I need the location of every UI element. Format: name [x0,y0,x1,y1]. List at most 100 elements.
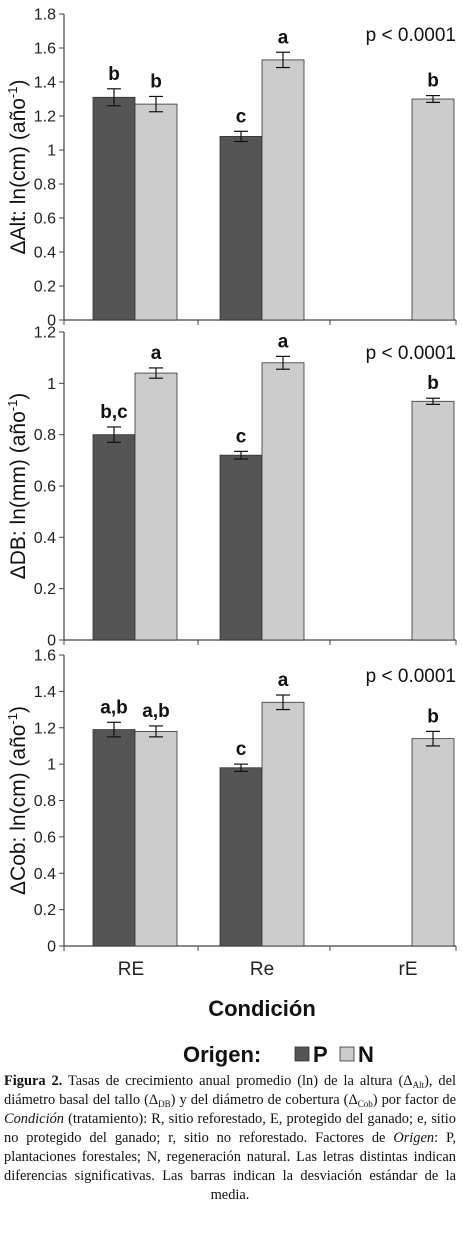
x-category-label: Re [250,959,274,980]
y-axis-label: ΔAlt: ln(cm) (año-1) [5,80,30,255]
y-label-rate: (año [7,411,30,453]
bar-N-rE [411,400,455,641]
y-label-unit: ln(cm) [7,767,30,831]
y-tick-label: 1.6 [34,648,56,665]
y-tick-label: 0.4 [34,245,56,262]
y-label-quantity: ΔAlt: [7,204,30,254]
bar-N-rE [411,738,455,947]
y-label-exponent: -1 [5,400,20,412]
caption-sub-cob: Cob [357,1099,373,1109]
caption-text-5: (tratamiento): R, sitio reforestado, E, … [4,1111,456,1146]
bar-N-RE [134,103,178,321]
legend-label-P: P [313,1042,328,1067]
y-tick-label: 0.8 [34,177,56,194]
significance-label: b [150,71,162,92]
significance-label: a,b [100,697,127,718]
figure-chart: 0 0.2 0.4 0.6 0.8 1 1.2 1.4 1.6 1.8 ΔAlt: ln(cm) (… [5,7,457,1067]
y-tick-label: 0 [47,939,56,956]
bar-P-RE [92,729,136,947]
significance-label: a [278,27,289,48]
x-category-label: RE [118,959,144,980]
bar-N-Re [261,362,305,641]
y-label-close: ) [7,80,30,87]
y-label-unit: ln(cm) [7,140,30,204]
bar-P-Re [219,767,263,947]
caption-italic-condicion: Condición [4,1111,64,1127]
y-tick-label: 0.8 [34,427,56,444]
y-label-rate: (año [7,725,30,767]
legend: Origen: P N [183,1042,374,1067]
y-tick-label: 0.2 [34,279,56,296]
p-value-label: p < 0.0001 [366,343,456,364]
caption-sub-alt: Alt [412,1080,425,1090]
caption-text-4: ) por factor de [372,1092,457,1108]
caption-text-1: Tasas de crecimiento anual promedio (ln)… [62,1073,413,1089]
x-axis-title: Condición [208,996,316,1021]
legend-swatch-P [294,1046,310,1062]
caption-label: Figura 2. [4,1073,63,1089]
y-tick-label: 1.4 [34,75,56,92]
significance-label: a [278,670,289,691]
bar-P-RE [92,96,136,321]
legend-swatch-N [339,1046,355,1062]
bar-P-Re [219,454,263,641]
significance-label: c [236,106,247,127]
caption-text-6: : P, plantaciones forestales; N, regener… [4,1130,456,1203]
bar-N-Re [261,59,305,321]
y-tick-label: 1 [47,376,56,393]
y-tick-label: 0 [47,633,56,650]
y-tick-label: 1 [47,143,56,160]
y-axis-label: ΔDB: ln(mm) (año-1) [5,393,30,580]
y-tick-label: 1.2 [34,325,56,342]
y-tick-label: 0 [47,313,56,330]
legend-label-N: N [358,1042,374,1067]
y-tick-label: 1.6 [34,41,56,58]
significance-label: a [278,331,289,352]
y-tick-label: 0.4 [34,530,56,547]
figure-caption: Figura 2. Tasas de crecimiento anual pro… [4,1072,456,1242]
p-value-label: p < 0.0001 [366,666,456,687]
significance-label: b [427,373,439,394]
significance-label: b [427,706,439,727]
y-tick-label: 1.2 [34,720,56,737]
y-label-exponent: -1 [5,713,20,725]
y-label-unit: ln(mm) [7,453,30,524]
y-tick-label: 0.2 [34,902,56,919]
legend-title: Origen: [183,1042,261,1067]
bar-N-RE [134,372,178,641]
y-axis-label: ΔCob: ln(cm) (año-1) [5,706,30,895]
significance-label: b [108,64,120,85]
y-label-close: ) [7,393,30,400]
y-label-exponent: -1 [5,87,20,99]
significance-label: c [236,426,247,447]
panel-2: 0 0.2 0.4 0.6 0.8 1 1.2 ΔDB: ln(mm) (año-1) p < … [5,325,457,650]
bar-P-RE [92,434,136,641]
panel-3: 0 0.2 0.4 0.6 0.8 1 1.2 1.4 1.6 ΔCob: ln(cm) (año… [5,648,457,980]
y-tick-label: 0.6 [34,829,56,846]
y-tick-label: 0.4 [34,866,56,883]
x-category-label: rE [399,959,418,980]
y-tick-label: 1.2 [34,109,56,126]
y-tick-label: 0.2 [34,581,56,598]
caption-sub-db: DB [158,1099,171,1109]
p-value-label: p < 0.0001 [366,25,456,46]
significance-label: a,b [142,701,169,722]
bar-N-Re [261,701,305,947]
significance-label: c [236,739,247,760]
bar-N-rE [411,98,455,321]
y-label-quantity: ΔCob: [7,831,30,895]
significance-label: b [427,71,439,92]
panel-1: 0 0.2 0.4 0.6 0.8 1 1.2 1.4 1.6 1.8 ΔAlt: ln(cm) (… [5,7,457,330]
caption-text-3: ) y del diámetro de cobertura (Δ [170,1092,358,1108]
y-tick-label: 1.8 [34,7,56,24]
y-label-close: ) [7,706,30,713]
bar-N-RE [134,730,178,947]
caption-text-2: ), del diámetro basal del tallo (Δ [4,1073,456,1108]
y-tick-label: 0.8 [34,793,56,810]
significance-label: a [151,343,162,364]
y-tick-label: 1 [47,757,56,774]
bar-P-Re [219,135,263,321]
y-tick-label: 0.6 [34,211,56,228]
caption-italic-origen: Origen [393,1130,435,1146]
y-tick-label: 1.4 [34,684,56,701]
